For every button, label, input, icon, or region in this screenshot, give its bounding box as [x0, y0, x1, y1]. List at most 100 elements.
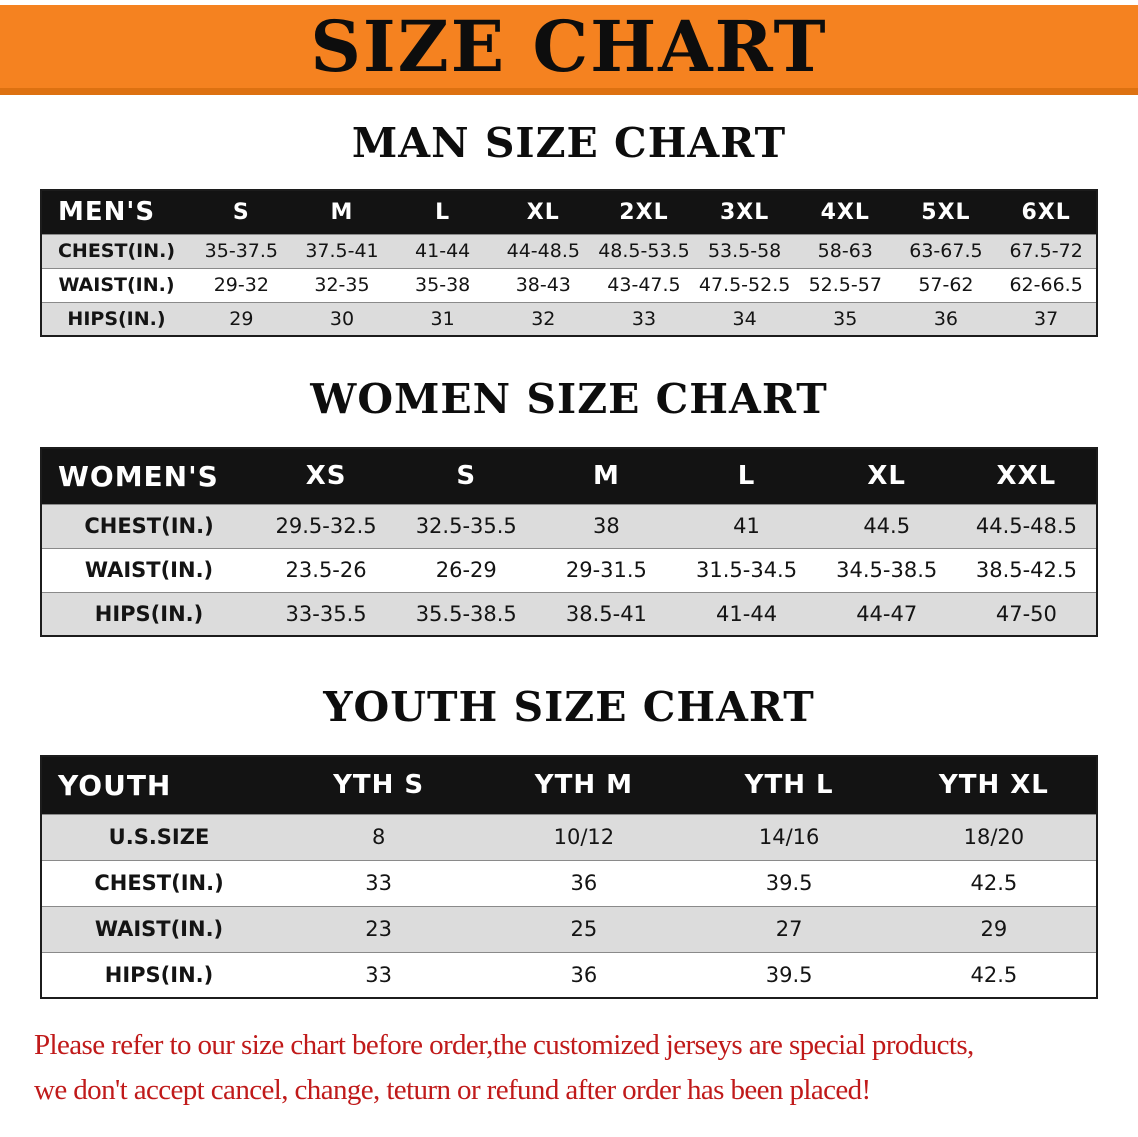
- size-column-header: YTH L: [686, 756, 892, 814]
- size-value-cell: 33-35.5: [285, 601, 367, 626]
- size-value-cell: 47.5-52.5: [698, 274, 791, 296]
- size-column-header: M: [291, 190, 393, 234]
- size-value-cell: 67.5-72: [1009, 240, 1083, 262]
- table-corner-label: YOUTH: [41, 756, 276, 814]
- size-value-cell: 35-37.5: [204, 240, 278, 262]
- table-header-row: WOMEN'S XS S M L XL XXL: [41, 448, 1097, 504]
- size-value-cell: 39.5: [765, 962, 813, 987]
- size-column-header: 4XL: [794, 190, 896, 234]
- table-row: HIPS(IN.) 33-35.5 35.5-38.5 38.5-41 41-44 44-…: [41, 592, 1097, 636]
- size-value-cell: 29-32: [213, 274, 269, 296]
- size-value-cell: 38-43: [515, 274, 571, 296]
- size-value-cell: 41-44: [415, 240, 471, 262]
- table-row: CHEST(IN.) 33 36 39.5 42.5: [41, 860, 1097, 906]
- size-column-header: 3XL: [694, 190, 795, 234]
- size-column-header: XL: [492, 190, 594, 234]
- size-value-cell: 32: [531, 307, 556, 330]
- size-column-header: YTH M: [481, 756, 687, 814]
- size-value-cell: 23.5-26: [285, 558, 367, 582]
- size-value-cell: 33: [631, 307, 657, 330]
- size-value-cell: 34: [732, 307, 757, 330]
- women-size-table: WOMEN'S XS S M L XL XXL CHEST(IN.) 29.5-32.5 32.5…: [40, 447, 1098, 637]
- size-value-cell: 63-67.5: [909, 240, 983, 262]
- size-value-cell: 31.5-34.5: [696, 558, 798, 582]
- size-chart-page: SIZE CHART MAN SIZE CHART MEN'S S M L XL 2XL 3…: [0, 5, 1138, 1113]
- size-value-cell: 44.5-48.5: [975, 514, 1077, 538]
- size-value-cell: 35: [833, 307, 858, 330]
- size-value-cell: 41-44: [716, 601, 778, 626]
- size-value-cell: 38.5-41: [565, 601, 647, 626]
- size-value-cell: 35.5-38.5: [415, 601, 517, 626]
- size-value-cell: 10/12: [553, 825, 615, 849]
- size-value-cell: 26-29: [435, 558, 497, 582]
- banner: SIZE CHART: [0, 5, 1138, 95]
- row-label: WAIST(IN.): [58, 274, 175, 296]
- disclaimer-line-2: we don't accept cancel, change, teturn o…: [34, 1073, 871, 1106]
- row-label: HIPS(IN.): [104, 962, 214, 987]
- table-corner-label: MEN'S: [41, 190, 191, 234]
- size-value-cell: 58-63: [817, 240, 873, 262]
- size-value-cell: 25: [570, 917, 598, 941]
- youth-section: YOUTH SIZE CHART YOUTH YTH S YTH M YTH L YTH…: [0, 683, 1138, 999]
- size-value-cell: 38.5-42.5: [975, 558, 1077, 582]
- size-value-cell: 36: [570, 871, 598, 895]
- size-value-cell: 62-66.5: [1009, 274, 1083, 296]
- table-row: CHEST(IN.) 35-37.5 37.5-41 41-44 44-48.5 48.5…: [41, 234, 1097, 268]
- size-column-header: YTH XL: [891, 756, 1097, 814]
- row-label: WAIST(IN.): [84, 558, 214, 582]
- table-row: HIPS(IN.) 33 36 39.5 42.5: [41, 952, 1097, 998]
- size-column-header: XS: [256, 448, 397, 504]
- table-row: WAIST(IN.) 29-32 32-35 35-38 38-43 43-47.5 47.…: [41, 268, 1097, 302]
- table-header-row: YOUTH YTH S YTH M YTH L YTH XL: [41, 756, 1097, 814]
- size-value-cell: 23: [365, 917, 392, 941]
- size-value-cell: 37: [1034, 307, 1059, 330]
- disclaimer-line-1: Please refer to our size chart before or…: [34, 1029, 974, 1061]
- size-value-cell: 36: [933, 307, 959, 330]
- disclaimer: Please refer to our size chart before or…: [34, 1023, 1104, 1113]
- size-column-header: S: [191, 190, 292, 234]
- size-value-cell: 52.5-57: [808, 274, 882, 296]
- size-value-cell: 27: [775, 917, 803, 941]
- size-value-cell: 33: [365, 871, 392, 895]
- row-label: CHEST(IN.): [57, 240, 176, 262]
- size-value-cell: 31: [430, 307, 455, 330]
- size-value-cell: 42.5: [970, 962, 1018, 987]
- size-value-cell: 29: [229, 307, 254, 330]
- table-row: U.S.SIZE 8 10/12 14/16 18/20: [41, 814, 1097, 860]
- size-column-header: L: [676, 448, 817, 504]
- size-value-cell: 57-62: [918, 274, 974, 296]
- size-column-header: 2XL: [593, 190, 695, 234]
- size-value-cell: 32-35: [314, 274, 370, 296]
- size-value-cell: 33: [365, 962, 392, 987]
- size-value-cell: 8: [371, 825, 386, 849]
- row-label: CHEST(IN.): [94, 871, 224, 895]
- women-section: WOMEN SIZE CHART WOMEN'S XS S M L XL XXL CHEST(…: [0, 375, 1138, 637]
- size-column-header: S: [396, 448, 537, 504]
- size-value-cell: 42.5: [970, 871, 1018, 895]
- men-section: MAN SIZE CHART MEN'S S M L XL 2XL 3XL 4XL 5XL 6XL…: [0, 119, 1138, 337]
- size-value-cell: 41: [733, 514, 760, 538]
- table-row: CHEST(IN.) 29.5-32.5 32.5-35.5 38 41 44.5 44.5…: [41, 504, 1097, 548]
- size-column-header: YTH S: [276, 756, 482, 814]
- youth-section-heading: YOUTH SIZE CHART: [323, 683, 815, 731]
- size-value-cell: 29: [980, 917, 1008, 941]
- row-label: U.S.SIZE: [108, 825, 210, 849]
- size-column-header: M: [536, 448, 677, 504]
- size-column-header: 5XL: [895, 190, 997, 234]
- size-value-cell: 29.5-32.5: [275, 514, 377, 538]
- size-value-cell: 43-47.5: [607, 274, 681, 296]
- page-title: SIZE CHART: [310, 4, 828, 88]
- size-value-cell: 29-31.5: [565, 558, 647, 582]
- size-value-cell: 32.5-35.5: [415, 514, 517, 538]
- size-value-cell: 14/16: [758, 825, 820, 849]
- men-size-table: MEN'S S M L XL 2XL 3XL 4XL 5XL 6XL CHEST(IN.) 35-37…: [40, 189, 1098, 337]
- row-label: CHEST(IN.): [84, 514, 214, 538]
- youth-size-table: YOUTH YTH S YTH M YTH L YTH XL U.S.SIZE 8 10/12…: [40, 755, 1098, 999]
- table-row: HIPS(IN.) 29 30 31 32 33 34 35 36 37: [41, 302, 1097, 336]
- row-label: HIPS(IN.): [94, 601, 204, 626]
- size-column-header: XL: [816, 448, 957, 504]
- table-row: WAIST(IN.) 23 25 27 29: [41, 906, 1097, 952]
- size-value-cell: 44-47: [856, 601, 918, 626]
- size-column-header: XXL: [956, 448, 1097, 504]
- row-label: HIPS(IN.): [67, 307, 166, 330]
